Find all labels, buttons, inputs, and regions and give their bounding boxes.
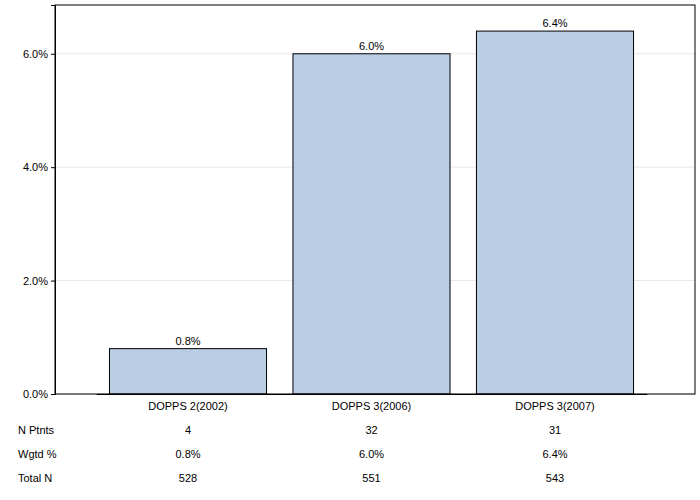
table-row-label: N Ptnts bbox=[18, 424, 55, 436]
table-cell: 551 bbox=[362, 472, 380, 484]
x-tick: DOPPS 3(2006) bbox=[332, 394, 411, 412]
y-tick-mark bbox=[51, 54, 55, 55]
data-label: 6.0% bbox=[359, 40, 384, 52]
data-label: 0.8% bbox=[175, 335, 200, 347]
y-tick: 4.0% bbox=[23, 161, 55, 173]
y-tick-label: 6.0% bbox=[23, 48, 48, 60]
x-tick: DOPPS 3(2007) bbox=[515, 394, 594, 412]
bar bbox=[293, 54, 450, 394]
bar bbox=[109, 349, 266, 394]
x-axis: DOPPS 2(2002) DOPPS 3(2006) DOPPS 3(2007) bbox=[97, 394, 648, 412]
table-cell: 6.0% bbox=[359, 448, 384, 460]
y-tick: 2.0% bbox=[23, 275, 55, 287]
chart: 0.0% 2.0% 4.0% 6.0% DOPPS 2(2002) DOPPS 3(200… bbox=[0, 0, 700, 500]
y-tick-mark bbox=[51, 167, 55, 168]
y-tick-mark bbox=[51, 281, 55, 282]
table-cell: 4 bbox=[185, 424, 191, 436]
y-tick-label: 0.0% bbox=[23, 388, 48, 400]
table-cell: 0.8% bbox=[175, 448, 200, 460]
table-cell: 31 bbox=[549, 424, 561, 436]
table: N Ptnts 4 32 31 Wgtd % 0.8% 6.0% 6.4% Total N 528… bbox=[18, 424, 568, 484]
table-cell: 543 bbox=[546, 472, 564, 484]
x-tick: DOPPS 2(2002) bbox=[148, 394, 227, 412]
data-label: 6.4% bbox=[542, 17, 567, 29]
x-tick-label: DOPPS 2(2002) bbox=[148, 400, 227, 412]
bars bbox=[109, 31, 633, 394]
y-tick-mark bbox=[51, 394, 55, 395]
y-tick-label: 2.0% bbox=[23, 275, 48, 287]
y-tick: 0.0% bbox=[23, 388, 55, 400]
plot-frame bbox=[55, 5, 695, 394]
table-row-label: Total N bbox=[18, 472, 52, 484]
y-tick-label: 4.0% bbox=[23, 161, 48, 173]
table-cell: 6.4% bbox=[542, 448, 567, 460]
x-axis-line bbox=[97, 394, 648, 395]
x-tick-label: DOPPS 3(2007) bbox=[515, 400, 594, 412]
table-cell: 528 bbox=[179, 472, 197, 484]
data-labels: 0.8% 6.0% 6.4% bbox=[175, 17, 567, 347]
y-axis-line bbox=[51, 6, 56, 395]
table-row-label: Wgtd % bbox=[18, 448, 57, 460]
y-axis: 0.0% 2.0% 4.0% 6.0% bbox=[23, 6, 56, 401]
table-cell: 32 bbox=[365, 424, 377, 436]
bar bbox=[476, 31, 633, 394]
y-tick: 6.0% bbox=[23, 48, 55, 60]
x-tick-label: DOPPS 3(2006) bbox=[332, 400, 411, 412]
